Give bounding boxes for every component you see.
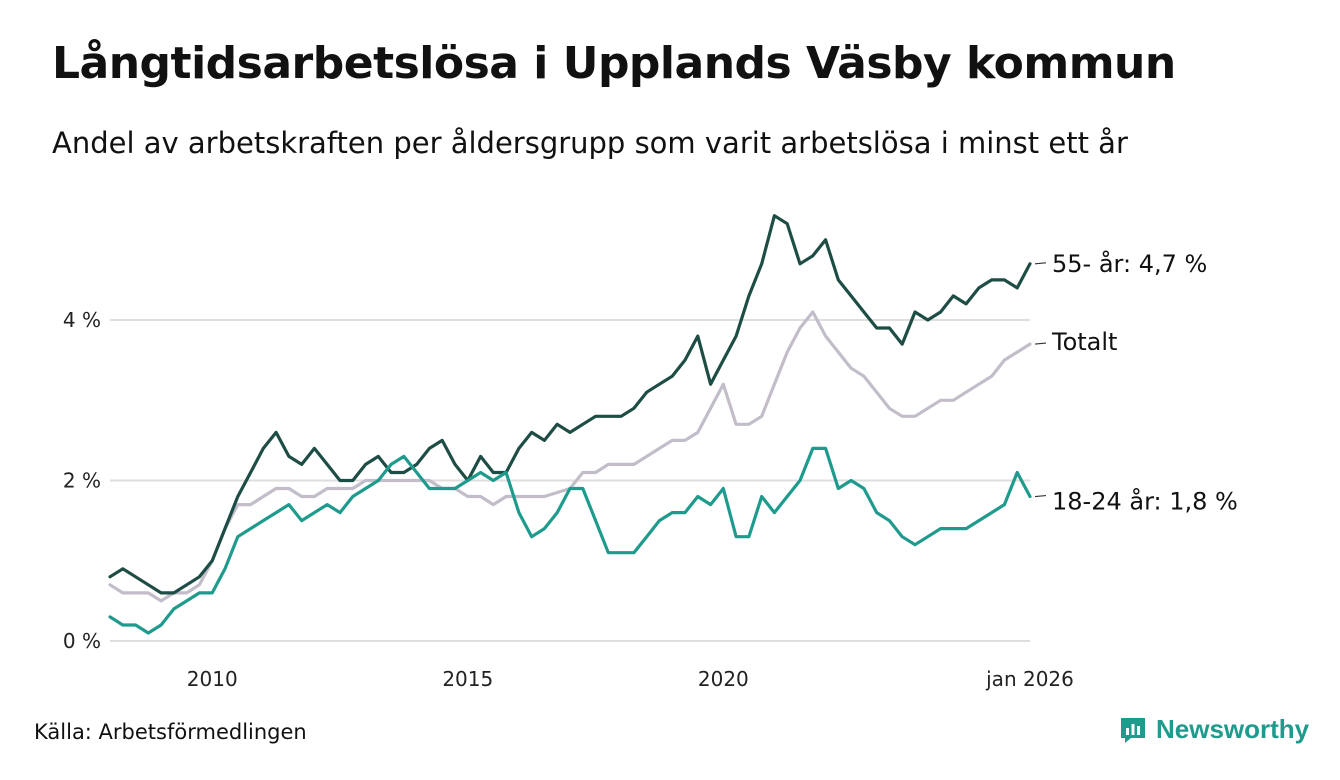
y-tick-label: 0 % <box>63 629 101 653</box>
y-tick-label: 4 % <box>63 308 101 332</box>
series-line <box>108 214 1032 595</box>
label-leader <box>1034 262 1047 265</box>
x-tick-label: jan 2026 <box>985 667 1074 691</box>
chart-subtitle: Andel av arbetskraften per åldersgrupp s… <box>52 126 1128 160</box>
x-axis: 2010 2015 2020 jan 2026 <box>187 667 1074 691</box>
x-tick-label: 2020 <box>698 667 749 691</box>
brand-name: Newsworthy <box>1156 714 1310 744</box>
label-leader <box>1034 494 1047 498</box>
x-tick-label: 2015 <box>442 667 493 691</box>
y-axis: 0 % 2 % 4 % <box>63 308 101 653</box>
x-tick-label: 2010 <box>187 667 238 691</box>
chart-title: Långtidsarbetslösa i Upplands Väsby komm… <box>52 38 1176 89</box>
series-layer <box>108 214 1032 635</box>
newsworthy-logo-icon <box>1121 717 1145 743</box>
y-tick-label: 2 % <box>63 469 101 493</box>
series-label: 55- år: 4,7 % <box>1052 249 1207 278</box>
series-labels: Totalt 55- år: 4,7 % 18-24 år: 1,8 % <box>1034 249 1238 516</box>
line-chart: 0 % 2 % 4 % 2010 2015 2020 jan 2026 Totalt 55-… <box>63 214 1238 691</box>
grid-layer <box>110 319 1030 642</box>
source-note: Källa: Arbetsförmedlingen <box>34 720 307 744</box>
series-line <box>108 310 1032 603</box>
brand-logo[interactable]: Newsworthy <box>1118 714 1309 745</box>
series-label: 18-24 år: 1,8 % <box>1052 487 1238 516</box>
label-leader <box>1034 342 1047 345</box>
series-line <box>108 446 1032 635</box>
series-label: Totalt <box>1051 328 1117 356</box>
